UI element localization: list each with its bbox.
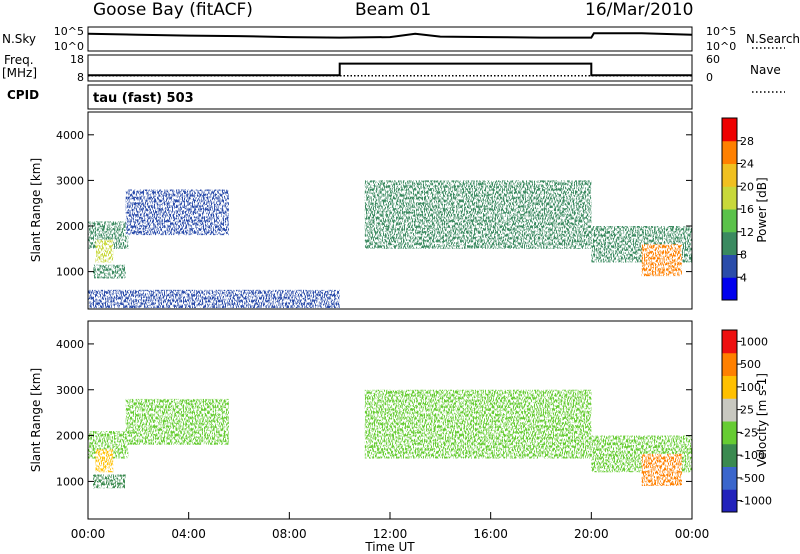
velocity-colorbar-tick-label-5: -100	[740, 449, 765, 462]
x-tick-label-2: 08:00	[272, 527, 307, 541]
freq-right-tick-bottom: 0	[706, 71, 713, 84]
power-ytick-tick-label-3000: 3000	[56, 174, 84, 187]
freq-left-tick-top: 18	[70, 53, 84, 66]
x-tick-label-0: 00:00	[71, 527, 106, 541]
frequency-panel: 18 8 60 0	[70, 53, 720, 84]
power-colorbar-swatch-7	[722, 118, 737, 142]
power-ylabel: Slant Range [km]	[29, 158, 43, 262]
velocity-region-1	[93, 474, 126, 489]
power-region-3	[125, 189, 229, 236]
velocity-colorbar-swatch-1	[722, 466, 737, 490]
velocity-ytick-tick-label-3000: 3000	[56, 384, 84, 397]
velocity-ytick-tick-label-1000: 1000	[56, 475, 84, 488]
velocity-colorbar-tick-label-0: 1000	[740, 335, 768, 348]
power-colorbar-swatch-4	[722, 186, 737, 210]
velocity-colorbar-tick-label-3: 25	[740, 404, 754, 417]
velocity-colorbar-swatch-6	[722, 352, 737, 376]
velocity-region-2	[95, 449, 114, 473]
power-ytick-tick-label-2000: 2000	[56, 220, 84, 233]
noise-left-tick-bottom: 10^0	[54, 40, 84, 53]
x-tick-label-5: 20:00	[574, 527, 609, 541]
freq-right-tick-top: 60	[706, 53, 720, 66]
power-colorbar-tick-label-4: 20	[740, 180, 754, 193]
velocity-ytick-tick-label-4000: 4000	[56, 338, 84, 351]
freq-left-tick-bottom: 8	[77, 71, 84, 84]
beam-title: Beam 01	[355, 0, 432, 20]
station-title: Goose Bay (fitACF)	[93, 0, 253, 20]
power-colorbar-tick-label-0: 4	[740, 271, 747, 284]
x-tick-label-6: 00:00	[675, 527, 710, 541]
power-ytick-tick-label-1000: 1000	[56, 266, 84, 279]
cpid-strip	[87, 84, 693, 110]
power-colorbar-swatch-2	[722, 231, 737, 255]
x-tick-label-1: 04:00	[171, 527, 206, 541]
velocity-colorbar-swatch-0	[722, 489, 737, 513]
date-title: 16/Mar/2010	[585, 0, 694, 20]
velocity-colorbar-tick-label-1: 500	[740, 358, 761, 371]
x-tick-label-4: 16:00	[473, 527, 508, 541]
velocity-ylabel: Slant Range [km]	[29, 368, 43, 472]
velocity-colorbar-swatch-2	[722, 443, 737, 467]
velocity-colorbar-swatch-4	[722, 398, 737, 422]
velocity-colorbar-tick-label-7: -1000	[740, 495, 772, 508]
power-region-4	[88, 289, 340, 309]
noise-right-tick-top: 10^5	[706, 25, 736, 38]
power-colorbar: 4 8 12 16 20 24 28	[721, 117, 754, 301]
freq-series-line	[88, 62, 692, 77]
freq-unit-label: [MHz]	[2, 66, 38, 80]
power-colorbar-swatch-0	[722, 277, 737, 301]
nsearch-label: N.Search	[746, 32, 800, 46]
time-xlabel: Time UT	[364, 540, 415, 554]
velocity-panel: 1000 2000 3000 4000 Slant Range [km] 00:00 0…	[29, 320, 710, 554]
power-colorbar-swatch-3	[722, 209, 737, 233]
velocity-ytick-tick-label-2000: 2000	[56, 430, 84, 443]
x-tick-label-3: 12:00	[373, 527, 408, 541]
velocity-region-4	[364, 389, 592, 459]
cpid-label: CPID	[7, 88, 40, 102]
power-region-2	[95, 239, 114, 263]
power-region-1	[93, 264, 126, 279]
power-region-7	[641, 244, 682, 277]
velocity-colorbar-tick-label-6: -500	[740, 472, 765, 485]
velocity-colorbar-label: Velocity [m s-1]	[755, 373, 769, 467]
power-colorbar-swatch-1	[722, 254, 737, 278]
velocity-colorbar-swatch-7	[722, 330, 737, 354]
noise-left-tick-top: 10^5	[54, 25, 84, 38]
velocity-colorbar-swatch-5	[722, 375, 737, 399]
power-colorbar-tick-label-1: 8	[740, 249, 747, 262]
velocity-region-3	[125, 398, 229, 445]
nave-label: Nave	[750, 63, 781, 77]
power-colorbar-swatch-5	[722, 163, 737, 187]
freq-label: Freq.	[4, 53, 34, 67]
nsky-label: N.Sky	[2, 32, 37, 46]
nsky-series-line	[87, 32, 693, 39]
power-colorbar-label: Power [dB]	[755, 177, 769, 242]
power-colorbar-tick-label-6: 28	[740, 135, 754, 148]
velocity-colorbar-tick-label-4: -25	[740, 426, 758, 439]
velocity-colorbar-swatch-3	[722, 421, 737, 445]
velocity-colorbar-tick-label-2: 100	[740, 381, 761, 394]
velocity-region-6	[641, 453, 682, 486]
power-colorbar-tick-label-3: 16	[740, 203, 754, 216]
noise-right-tick-bottom: 10^0	[706, 40, 736, 53]
power-colorbar-tick-label-2: 12	[740, 226, 754, 239]
power-region-5	[364, 180, 592, 249]
power-colorbar-swatch-6	[722, 140, 737, 164]
power-colorbar-tick-label-5: 24	[740, 158, 754, 171]
power-panel: 1000 2000 3000 4000 Slant Range [km]	[29, 111, 693, 310]
power-ytick-tick-label-4000: 4000	[56, 129, 84, 142]
velocity-colorbar-frame	[721, 329, 738, 513]
cpid-text: tau (fast) 503	[93, 91, 194, 106]
noise-panel: 10^5 10^0 10^5 10^0	[54, 25, 736, 53]
velocity-colorbar: 1000 500 100 25 -25 -100 -500 -1000	[721, 329, 772, 513]
